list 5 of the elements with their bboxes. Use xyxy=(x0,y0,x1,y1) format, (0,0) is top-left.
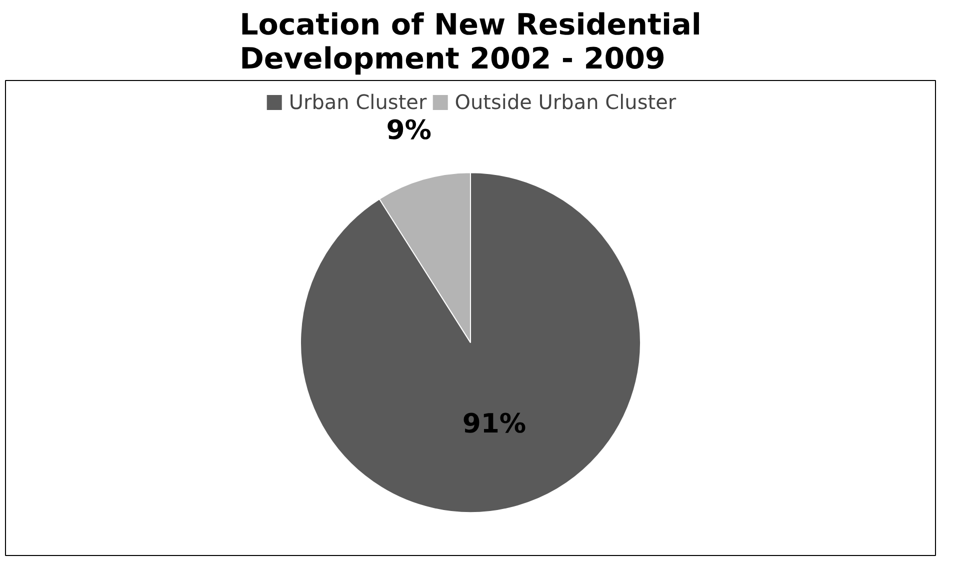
data-label: 91% xyxy=(462,408,526,440)
legend-label: Urban Cluster xyxy=(288,90,427,114)
data-label: 9% xyxy=(386,114,432,146)
legend-label: Outside Urban Cluster xyxy=(454,90,676,114)
chart-title: Location of New Residential Development 2002 - 2009 xyxy=(240,8,702,76)
